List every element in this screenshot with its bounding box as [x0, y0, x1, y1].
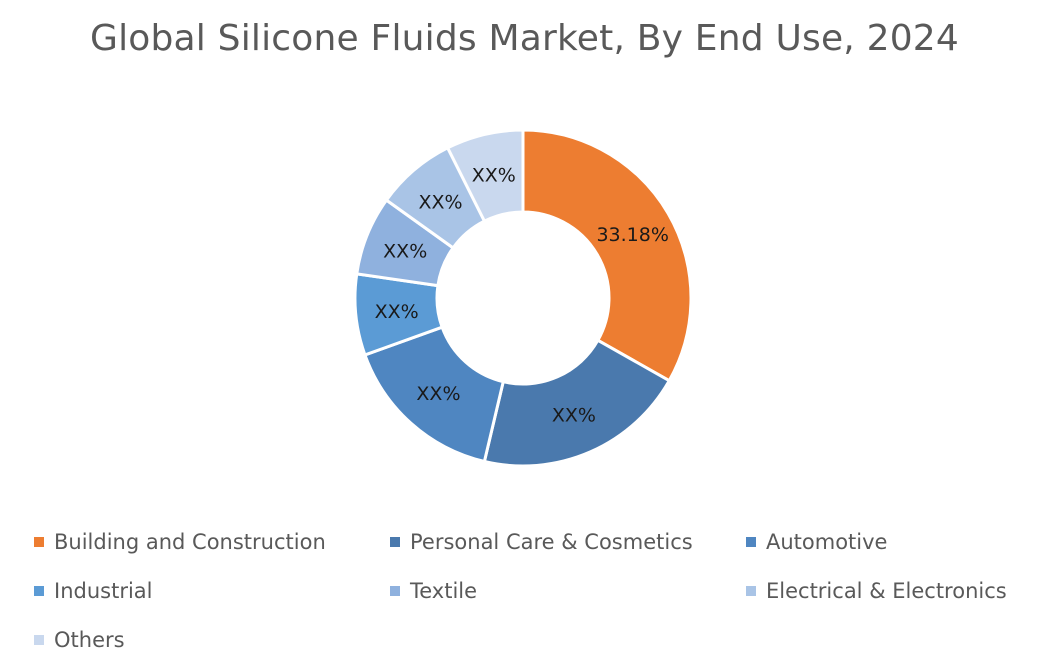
legend-swatch: [34, 586, 44, 596]
data-label-personal-care-and-cosmetics: XX%: [552, 404, 596, 426]
legend-label: Personal Care & Cosmetics: [410, 530, 693, 554]
data-label-textile: XX%: [383, 241, 427, 263]
legend-label: Automotive: [766, 530, 888, 554]
legend-swatch: [746, 537, 756, 547]
legend-item-electrical-and-electronics: Electrical & Electronics: [746, 579, 1007, 603]
legend-label: Electrical & Electronics: [766, 579, 1007, 603]
legend-swatch: [746, 586, 756, 596]
legend-item-personal-care-and-cosmetics: Personal Care & Cosmetics: [390, 530, 693, 554]
legend-item-industrial: Industrial: [34, 579, 153, 603]
legend-label: Textile: [410, 579, 478, 603]
legend-label: Building and Construction: [54, 530, 326, 554]
legend-item-building-and-construction: Building and Construction: [34, 530, 326, 554]
legend-item-automotive: Automotive: [746, 530, 887, 554]
chart-title: Global Silicone Fluids Market, By End Us…: [89, 18, 960, 59]
data-label-others: XX%: [472, 164, 516, 186]
legend-item-others: Others: [34, 628, 125, 652]
legend-label: Industrial: [54, 579, 153, 603]
legend-swatch: [390, 586, 400, 596]
data-label-electrical-and-electronics: XX%: [418, 191, 462, 213]
legend-swatch: [34, 537, 44, 547]
slice-building-and-construction: [521, 128, 693, 383]
data-label-industrial: XX%: [375, 301, 419, 323]
data-label-building-and-construction: 33.18%: [596, 224, 668, 246]
slice-others: [445, 128, 525, 224]
donut-chart: 33.18% XX% XX% XX% XX% XX% XX%: [353, 128, 693, 468]
legend-swatch: [34, 635, 44, 645]
data-label-automotive: XX%: [416, 383, 460, 405]
legend-item-textile: Textile: [390, 579, 477, 603]
legend-swatch: [390, 537, 400, 547]
legend-label: Others: [54, 628, 125, 652]
slice-personal-care-and-cosmetics: [482, 338, 672, 468]
